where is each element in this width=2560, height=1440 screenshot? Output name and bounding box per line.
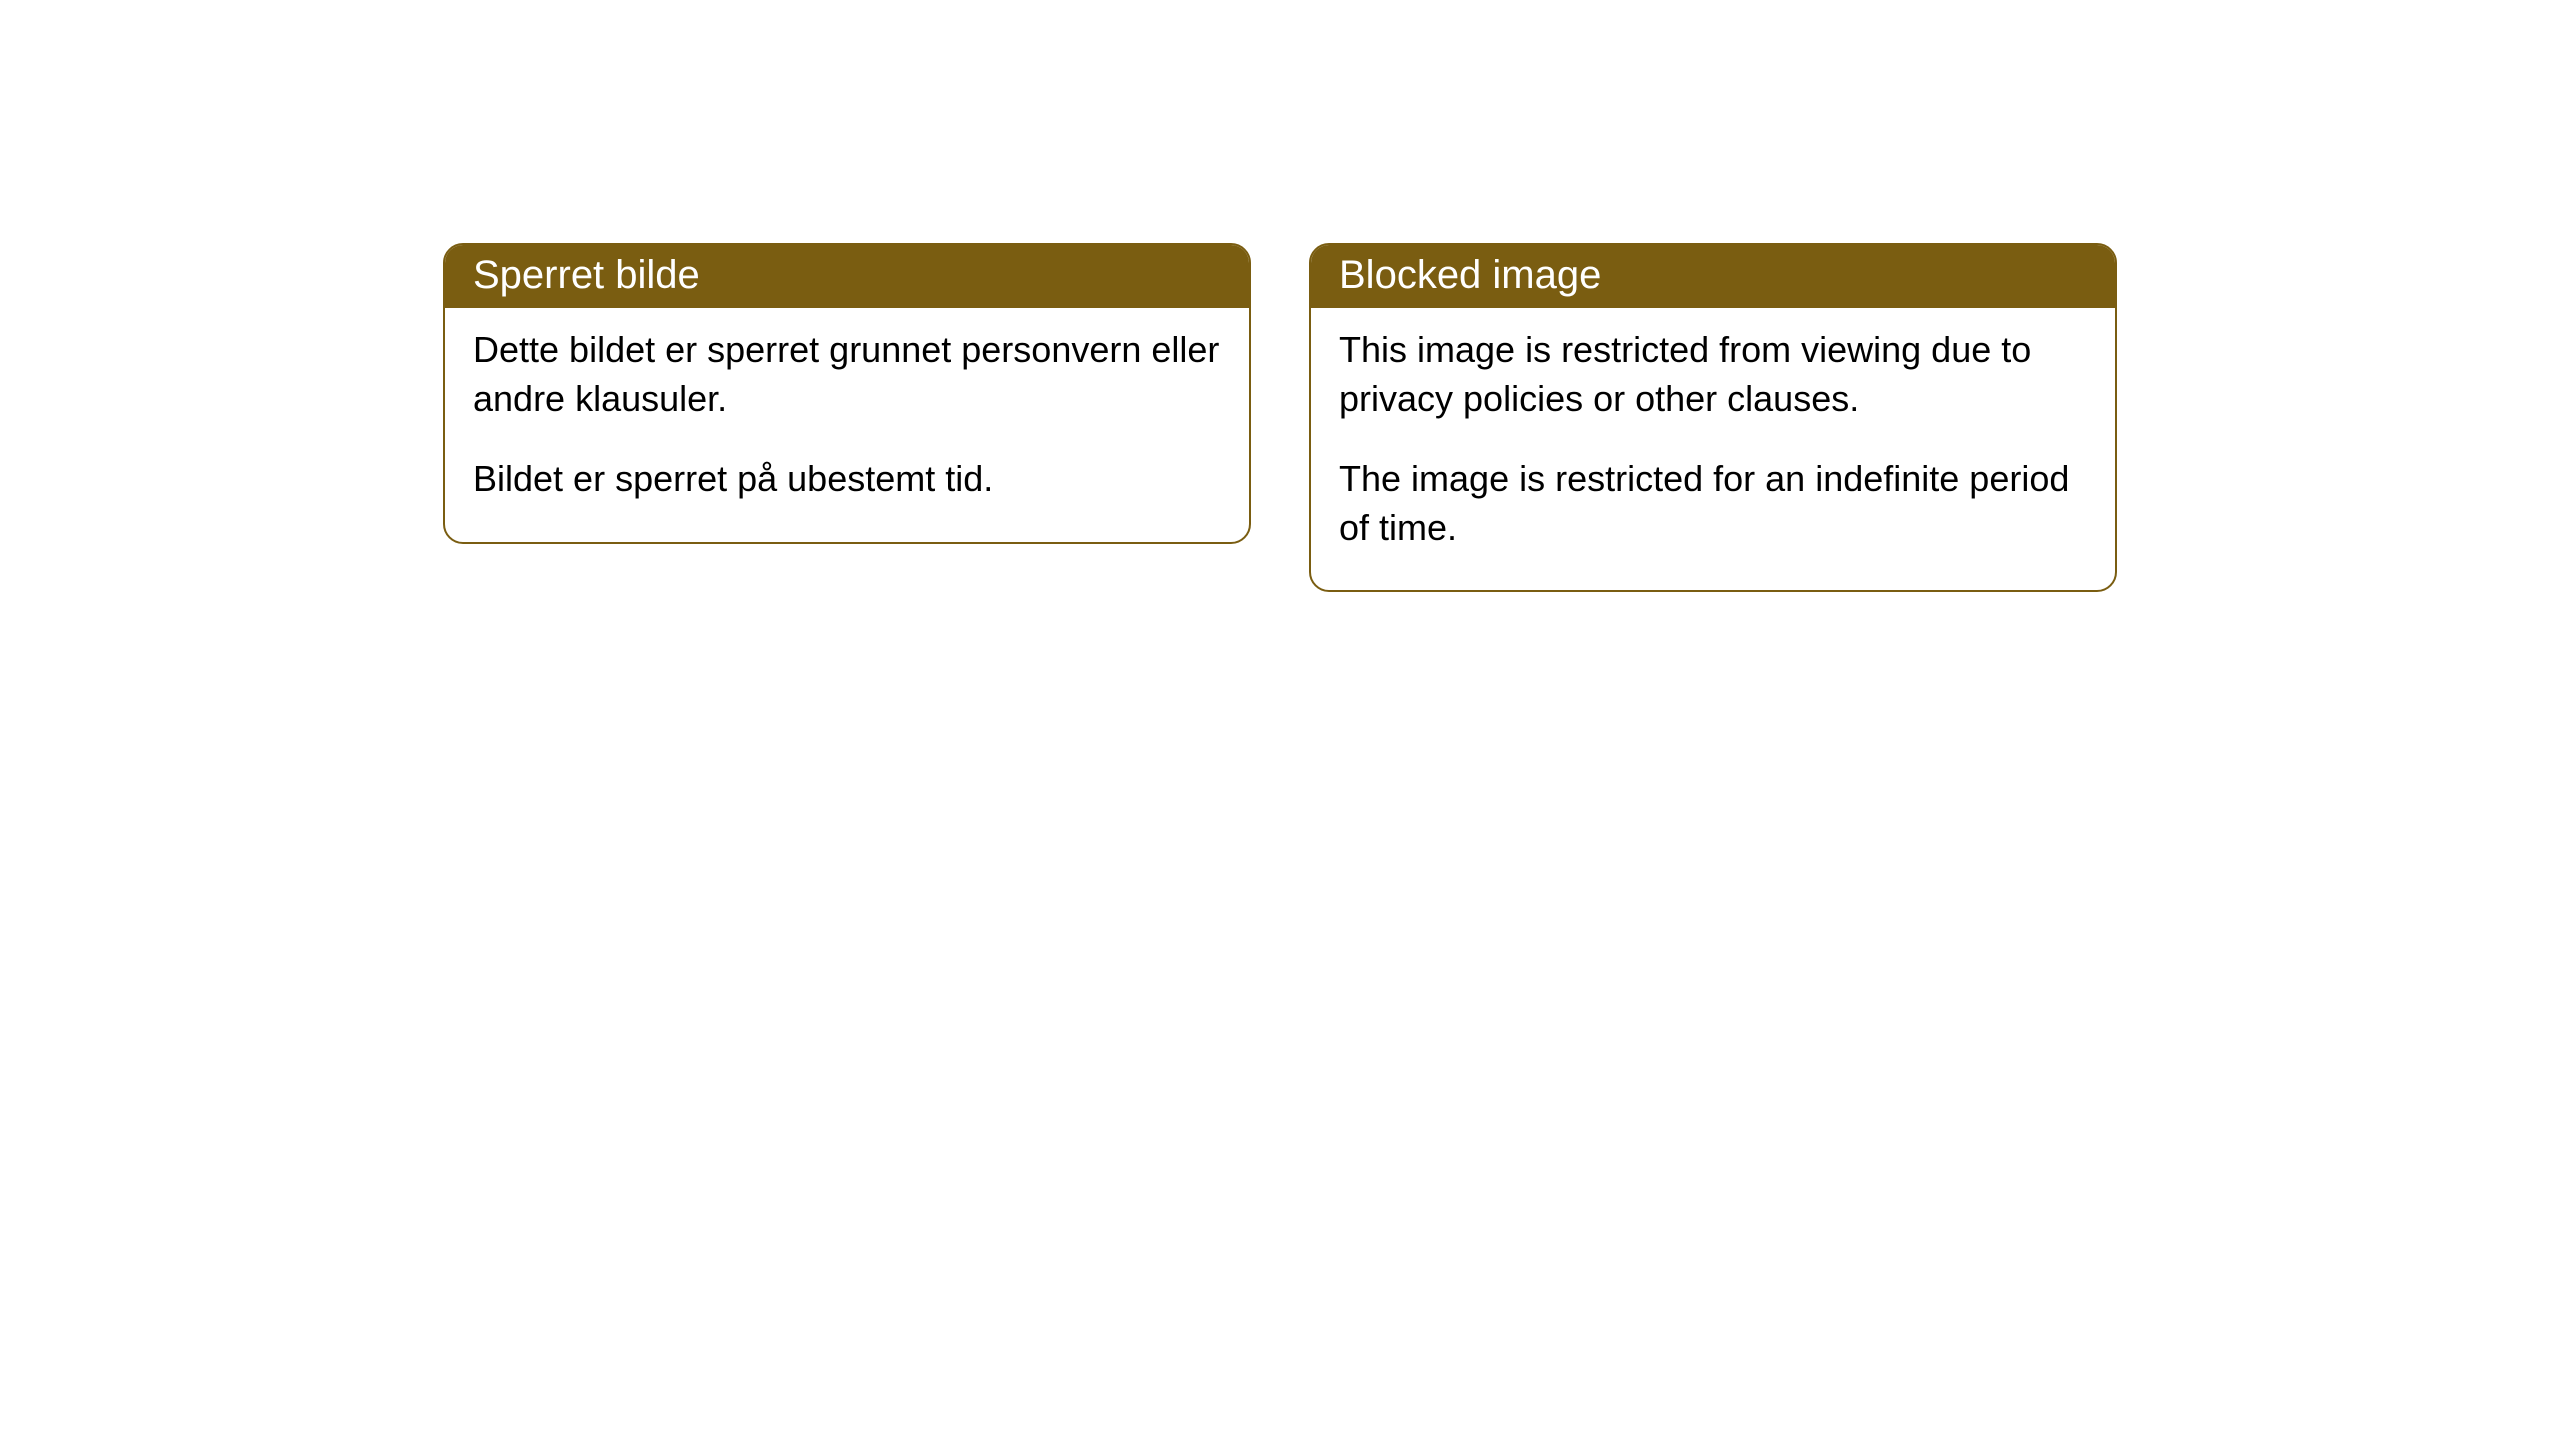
- card-paragraph-2-en: The image is restricted for an indefinit…: [1339, 455, 2087, 552]
- card-paragraph-1-en: This image is restricted from viewing du…: [1339, 326, 2087, 423]
- blocked-image-card-no: Sperret bilde Dette bildet er sperret gr…: [443, 243, 1251, 544]
- card-title-no: Sperret bilde: [445, 245, 1249, 308]
- card-body-en: This image is restricted from viewing du…: [1311, 308, 2115, 590]
- card-paragraph-1-no: Dette bildet er sperret grunnet personve…: [473, 326, 1221, 423]
- blocked-image-card-en: Blocked image This image is restricted f…: [1309, 243, 2117, 592]
- card-body-no: Dette bildet er sperret grunnet personve…: [445, 308, 1249, 542]
- notice-cards-container: Sperret bilde Dette bildet er sperret gr…: [443, 243, 2117, 1440]
- card-title-en: Blocked image: [1311, 245, 2115, 308]
- card-paragraph-2-no: Bildet er sperret på ubestemt tid.: [473, 455, 1221, 504]
